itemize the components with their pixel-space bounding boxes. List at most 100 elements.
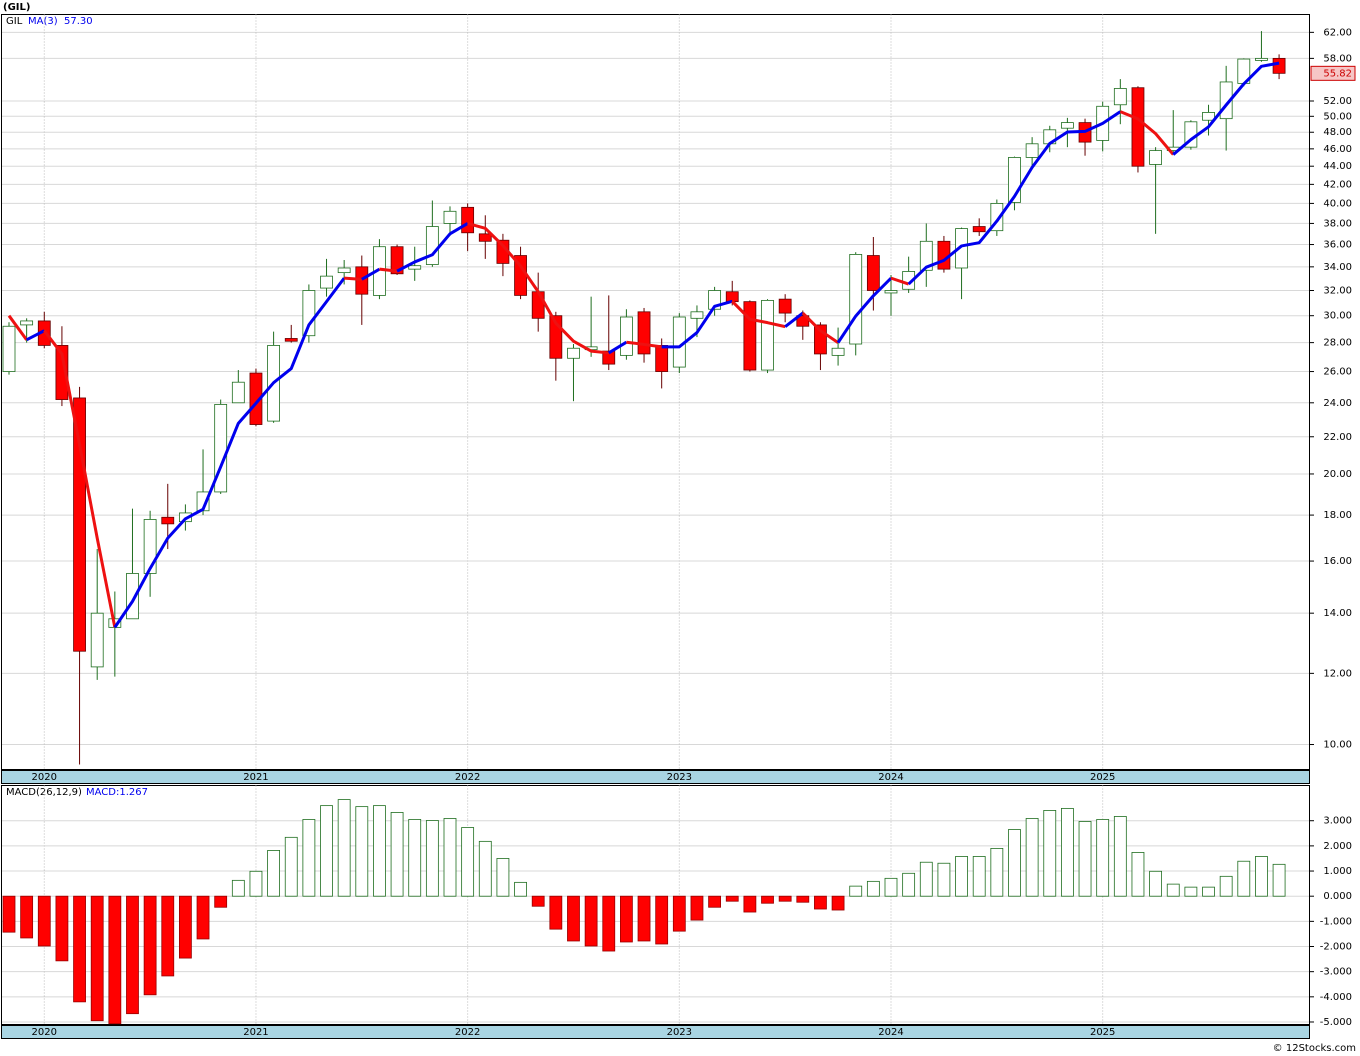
y-tick-label: -5.000	[1320, 1017, 1352, 1028]
macd-bar	[1149, 870, 1162, 897]
candle-body	[620, 316, 633, 356]
candle-body	[849, 254, 863, 345]
macd-bar	[408, 819, 422, 897]
moving-average	[344, 276, 362, 281]
candle-body	[972, 226, 986, 233]
macd-bar	[1061, 807, 1074, 897]
y-tick-label: -2.000	[1320, 942, 1352, 953]
macd-bar	[355, 806, 369, 897]
macd-bar	[690, 895, 704, 921]
y-tick-label: 32.00	[1323, 286, 1352, 297]
candle-body	[355, 266, 369, 295]
moving-average	[361, 267, 381, 281]
macd-bar	[1219, 875, 1233, 897]
macd-bar	[1131, 852, 1145, 897]
moving-average	[7, 314, 28, 341]
y-tick-label: 14.00	[1323, 608, 1352, 619]
macd-bar	[2, 895, 16, 933]
y-tick-label: 18.00	[1323, 510, 1352, 521]
candle-body	[1255, 57, 1268, 61]
macd-bar	[20, 895, 34, 939]
y-tick-label: 24.00	[1323, 398, 1352, 409]
y-tick-label: 0.000	[1323, 891, 1352, 902]
macd-bar	[972, 856, 986, 897]
candle-body	[478, 233, 492, 242]
candle-body	[1113, 88, 1127, 106]
macd-bar	[196, 895, 210, 940]
price-frame	[1, 14, 1310, 770]
x-tick-label: 2021	[243, 772, 268, 783]
y-tick-label: 58.00	[1323, 53, 1352, 64]
candle-body	[408, 265, 422, 270]
macd-bar	[425, 820, 439, 897]
moving-average	[113, 277, 346, 629]
macd-bar	[919, 861, 933, 897]
moving-average	[836, 277, 893, 344]
y-tick-label: 48.00	[1323, 127, 1352, 138]
moving-average	[801, 312, 839, 344]
legend-symbol: GIL	[6, 16, 23, 27]
candle-body	[1025, 143, 1039, 158]
candle-body	[284, 338, 298, 342]
moving-average	[1172, 61, 1280, 156]
candle-body	[637, 311, 651, 355]
moving-average	[1119, 110, 1175, 156]
date-band	[1, 770, 1310, 784]
macd-bar	[637, 895, 651, 942]
macd-bar	[549, 895, 563, 930]
candle-body	[690, 311, 704, 319]
macd-bar	[796, 895, 810, 903]
x-tick-label: 2023	[667, 772, 692, 783]
macd-bar	[902, 872, 916, 897]
macd-bar	[1166, 883, 1180, 897]
y-tick-label: 20.00	[1323, 469, 1352, 480]
macd-bar	[143, 895, 157, 996]
y-tick-label: 1.000	[1323, 866, 1352, 877]
macd-bar	[373, 805, 386, 897]
y-tick-label: 22.00	[1323, 432, 1352, 443]
macd-bar	[1043, 810, 1057, 897]
macd-bar	[814, 895, 827, 910]
moving-average	[607, 340, 628, 355]
candle-body	[320, 275, 333, 289]
y-tick-label: 12.00	[1323, 668, 1352, 679]
macd-bar	[1255, 856, 1268, 897]
moving-average	[907, 110, 1122, 286]
moving-average	[661, 299, 733, 349]
macd-bar	[108, 895, 122, 1025]
macd-bar	[990, 847, 1004, 897]
candle-body	[161, 516, 175, 525]
y-tick-label: 44.00	[1323, 161, 1352, 172]
candle-body	[919, 240, 933, 271]
moving-average	[396, 222, 469, 273]
candle-body	[531, 291, 545, 319]
macd-bar	[672, 895, 686, 932]
y-tick-label: 34.00	[1323, 262, 1352, 273]
macd-bar	[302, 819, 316, 897]
macd-bar	[761, 895, 774, 904]
macd-bar	[214, 895, 228, 908]
moving-average	[467, 221, 609, 355]
macd-bar	[337, 799, 351, 897]
macd-bar	[231, 879, 245, 897]
candle-body	[743, 301, 757, 371]
macd-bar	[708, 895, 721, 908]
macd-bar	[73, 895, 86, 1003]
moving-average	[43, 329, 117, 628]
candle-body	[143, 519, 157, 574]
x-tick-label: 2020	[32, 1027, 57, 1038]
candle-body	[602, 350, 616, 365]
x-tick-label: 2020	[32, 772, 57, 783]
y-tick-label: 40.00	[1323, 198, 1352, 209]
macd-bar	[778, 895, 792, 902]
x-tick-label: 2022	[455, 1027, 480, 1038]
macd-bar	[443, 818, 457, 897]
candle-body	[390, 246, 404, 275]
candle-body	[725, 291, 739, 303]
macd-bar	[1113, 816, 1127, 897]
candle-body	[1061, 122, 1074, 129]
x-tick-label: 2024	[878, 1027, 903, 1038]
candle-body	[443, 210, 457, 224]
macd-bar	[743, 895, 757, 913]
